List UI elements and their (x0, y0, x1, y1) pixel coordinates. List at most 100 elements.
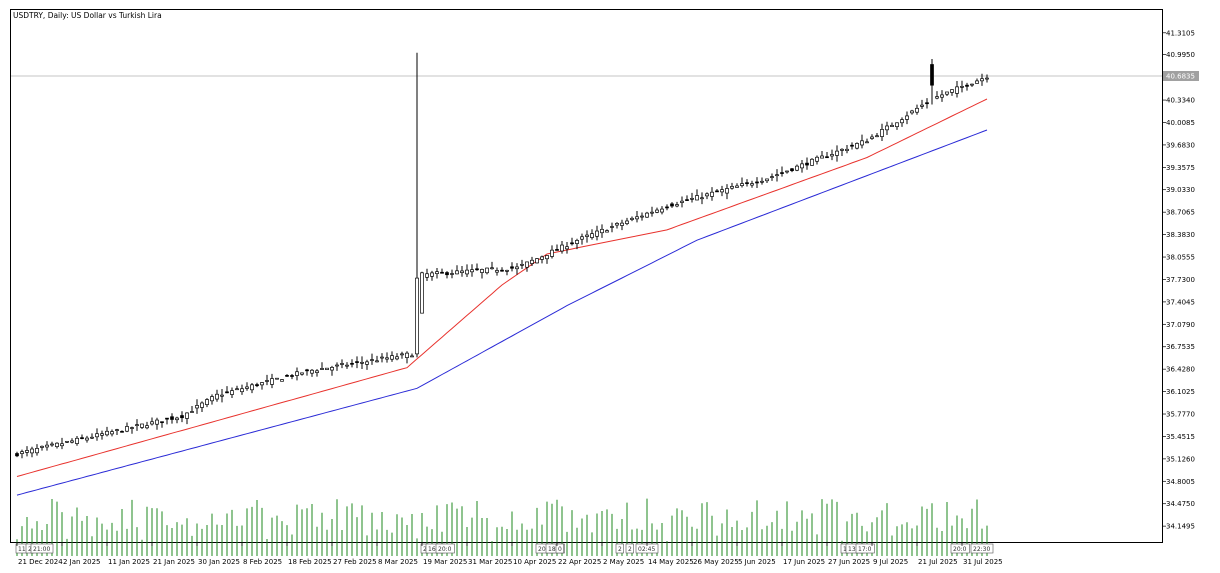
candle (945, 91, 949, 97)
session-marker-text: 18:3 (548, 546, 562, 553)
candle (405, 351, 409, 364)
candle-body (90, 436, 94, 439)
candle-body (750, 183, 754, 186)
candle (510, 262, 514, 272)
candle-body (530, 259, 534, 264)
y-tick-label: 36.4280 (1166, 366, 1195, 374)
candle-body (885, 125, 889, 131)
candle (750, 180, 754, 188)
candle-body (725, 188, 729, 194)
candle-body (540, 256, 544, 260)
session-marker-text: 1 (843, 546, 847, 553)
candle (20, 449, 24, 459)
candle-body (930, 64, 934, 86)
y-axis: 41.3105 40.9950 40.6835 40.3340 40.0085 39.68… (1162, 29, 1199, 531)
candle-body (965, 84, 969, 87)
candle (540, 255, 544, 264)
candle-body (325, 367, 329, 371)
session-marker: 18:3 (545, 543, 565, 554)
candle-body (70, 440, 74, 443)
candle-body (910, 110, 914, 114)
candle-body (390, 355, 394, 360)
x-tick-label: 26 May 2025 (693, 558, 739, 566)
candle (315, 369, 319, 377)
candle-body (870, 136, 874, 139)
x-tick-label: 27 Feb 2025 (333, 558, 377, 566)
candle-body (985, 77, 989, 80)
candle (180, 411, 184, 423)
candle (455, 265, 459, 275)
y-tick-label: 37.4045 (1166, 298, 1195, 306)
candle (970, 83, 974, 87)
session-markers: 11 2 21:00 2 16:120:0 20:218:30 2 2 02:45 1 13:117… (15, 543, 994, 554)
candle (855, 142, 859, 150)
candle (485, 267, 489, 275)
candle (195, 399, 199, 414)
session-marker-text: 2 (628, 546, 632, 553)
candle (560, 241, 564, 254)
candle-body (635, 216, 639, 220)
session-marker: 20:0 (950, 543, 970, 554)
x-tick-label: 21 Jul 2025 (918, 558, 958, 566)
candle-body (660, 208, 664, 213)
candle (785, 170, 789, 174)
candle-body (805, 162, 809, 166)
x-tick-label: 18 Feb 2025 (288, 558, 332, 566)
candle-body (795, 165, 799, 171)
candle (755, 177, 759, 189)
candle (545, 255, 549, 264)
session-marker: 11 (15, 543, 28, 554)
ma-fast-line (16, 98, 988, 477)
candle-body (945, 91, 949, 95)
session-marker: 17:0 (855, 543, 875, 554)
candle-body (610, 226, 614, 228)
x-tick-label: 31 Jul 2025 (963, 558, 1003, 566)
candle-body (555, 249, 559, 251)
candle (900, 117, 904, 127)
candle-body (745, 182, 749, 185)
y-tick-label: 40.9950 (1166, 51, 1195, 59)
candle (90, 433, 94, 439)
candle-body (670, 203, 674, 207)
candle-body (955, 86, 959, 94)
candle (325, 367, 329, 371)
x-tick-label: 19 Mar 2025 (423, 558, 467, 566)
session-marker: 20:0 (435, 543, 455, 554)
candle-body (125, 426, 129, 432)
candle (605, 229, 609, 233)
candle-body (45, 444, 49, 448)
candle (810, 158, 814, 166)
candle-body (355, 361, 359, 363)
candle-body (160, 421, 164, 424)
candle (60, 437, 64, 450)
candle (135, 419, 139, 431)
candle-body (425, 273, 429, 278)
candle-body (145, 425, 149, 429)
candle (205, 398, 209, 408)
y-tick-label: 37.0790 (1166, 321, 1195, 329)
candle-body (60, 443, 64, 447)
candle-body (30, 448, 34, 454)
candle (50, 441, 54, 447)
candle (100, 430, 104, 440)
candle (105, 426, 109, 437)
candle (550, 245, 554, 259)
candle (635, 210, 639, 223)
candle (185, 412, 189, 425)
candle-body (785, 170, 789, 173)
candle-body (625, 220, 629, 224)
candle (850, 142, 854, 150)
candle (585, 230, 589, 243)
candle (555, 244, 559, 251)
candle-body (875, 135, 879, 138)
candle-body (970, 83, 974, 86)
candle-body (415, 277, 419, 355)
candle (815, 155, 819, 165)
candle (430, 270, 434, 281)
candle (190, 405, 194, 413)
y-tick-label: 39.6830 (1166, 141, 1195, 149)
candle (630, 216, 634, 222)
candle (895, 122, 899, 130)
